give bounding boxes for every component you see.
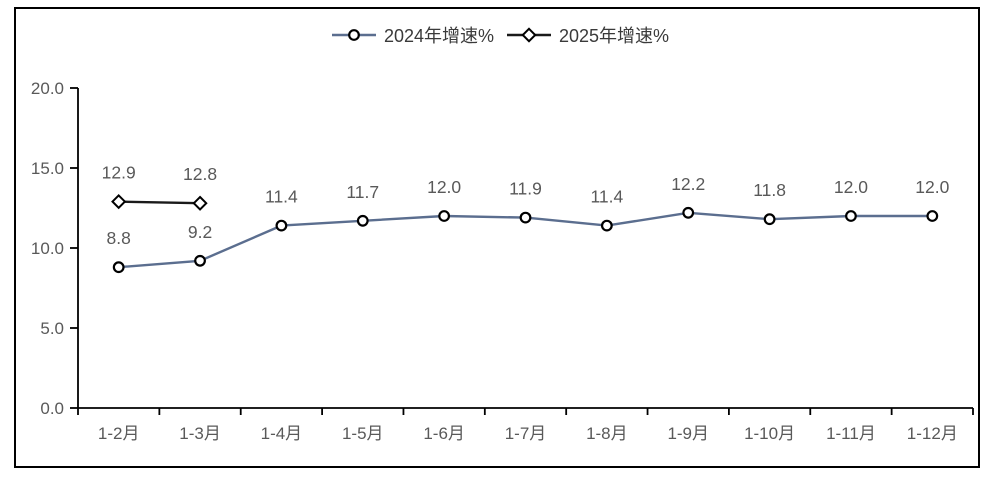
svg-text:12.9: 12.9: [102, 163, 136, 183]
legend-item-2024: 2024年增速%: [331, 22, 494, 48]
svg-text:1-6月: 1-6月: [423, 424, 465, 443]
legend-label-2025: 2025年增速%: [559, 26, 670, 46]
svg-text:10.0: 10.0: [31, 239, 64, 258]
svg-text:12.8: 12.8: [183, 164, 217, 184]
circle-marker-legend-icon: [331, 29, 376, 41]
svg-text:11.4: 11.4: [265, 187, 298, 207]
chart-legend: 2024年增速% 2025年增速%: [0, 22, 1000, 48]
svg-text:11.4: 11.4: [590, 187, 623, 207]
svg-text:1-3月: 1-3月: [179, 424, 221, 443]
svg-text:11.7: 11.7: [346, 182, 379, 202]
svg-text:1-11月: 1-11月: [826, 424, 876, 443]
svg-text:5.0: 5.0: [40, 319, 64, 338]
svg-text:9.2: 9.2: [188, 222, 212, 242]
svg-text:8.8: 8.8: [107, 228, 131, 248]
svg-text:1-5月: 1-5月: [342, 424, 384, 443]
legend-label-2024: 2024年增速%: [383, 26, 494, 46]
svg-text:20.0: 20.0: [31, 79, 64, 98]
svg-text:0.0: 0.0: [40, 399, 64, 418]
svg-text:1-9月: 1-9月: [667, 424, 709, 443]
svg-text:15.0: 15.0: [31, 159, 64, 178]
svg-text:12.0: 12.0: [834, 177, 868, 197]
svg-text:11.9: 11.9: [509, 179, 542, 199]
svg-text:1-8月: 1-8月: [586, 424, 628, 443]
svg-text:12.0: 12.0: [915, 177, 949, 197]
svg-text:1-10月: 1-10月: [744, 424, 795, 443]
svg-text:12.2: 12.2: [671, 174, 705, 194]
svg-text:11.8: 11.8: [753, 180, 786, 200]
svg-text:12.0: 12.0: [427, 177, 461, 197]
svg-text:1-12月: 1-12月: [907, 424, 958, 443]
svg-text:1-7月: 1-7月: [505, 424, 547, 443]
svg-text:1-2月: 1-2月: [98, 424, 140, 443]
legend-item-2025: 2025年增速%: [506, 22, 669, 48]
diamond-marker-legend-icon: [507, 27, 551, 43]
chart-border-frame: [14, 7, 980, 468]
svg-text:1-4月: 1-4月: [261, 424, 303, 443]
